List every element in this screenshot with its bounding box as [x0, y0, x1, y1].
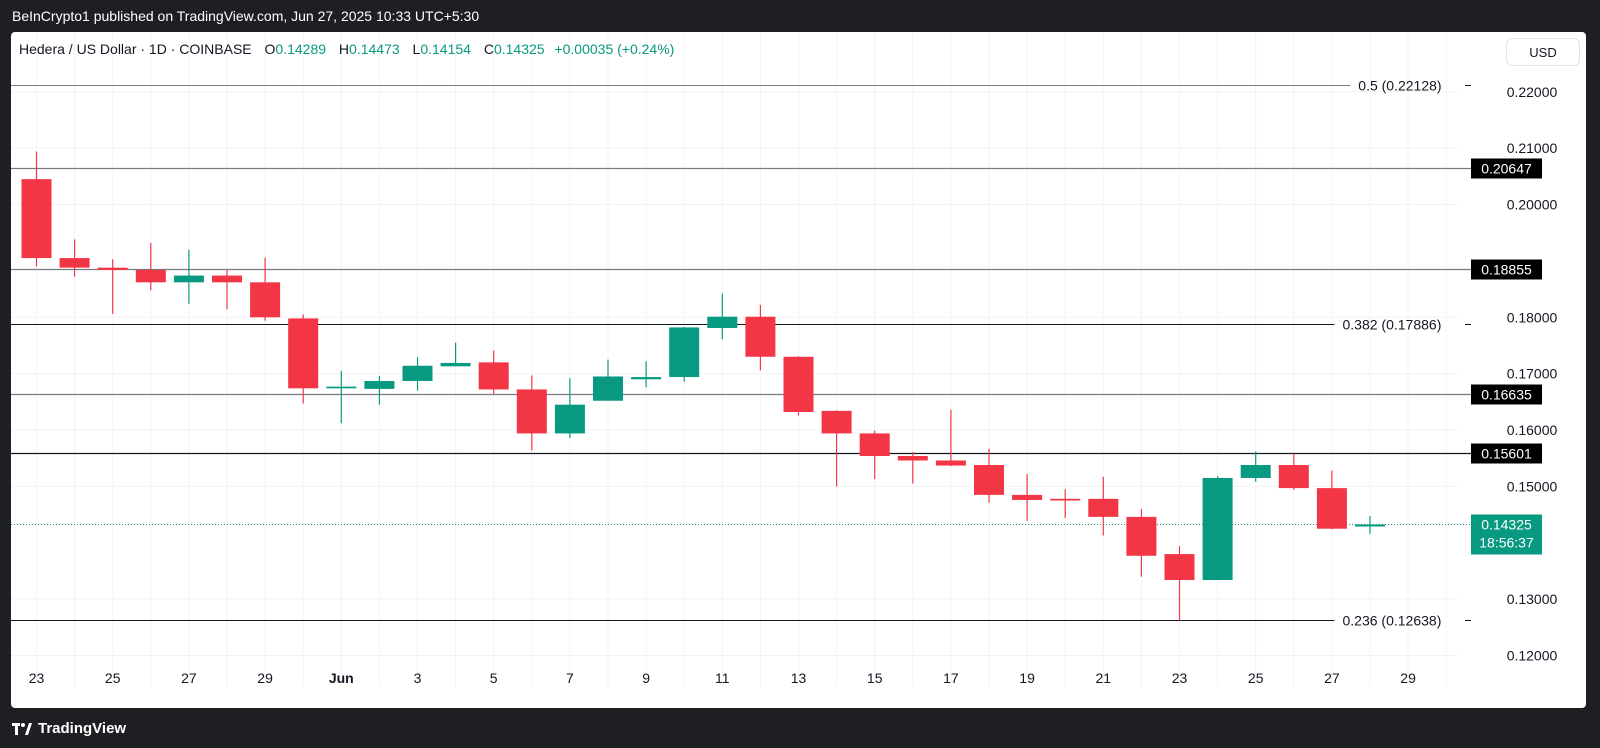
attribution-text: BeInCrypto1 published on TradingView.com… [12, 8, 480, 24]
high-value: 0.14473 [349, 41, 400, 57]
candle-body-down [21, 179, 52, 259]
y-tick-label: 0.16000 [1507, 422, 1558, 438]
fib-label: 0.236 (0.12638) [1343, 613, 1442, 629]
open-value: 0.14289 [275, 41, 327, 57]
y-tick-label: 0.18000 [1507, 309, 1558, 325]
close-label: C [483, 41, 494, 57]
low-value: 0.14154 [420, 41, 471, 57]
candle-body-down [1088, 498, 1119, 517]
x-tick-label: 7 [566, 670, 574, 686]
price-level-badge [1471, 158, 1542, 179]
candle-body-up [402, 365, 433, 381]
price-level-badge [1471, 384, 1542, 405]
y-tick-label: 0.15000 [1507, 478, 1558, 494]
last-price-label: 0.14325 [1481, 517, 1532, 533]
candle-body-down [974, 464, 1004, 495]
tradingview-logo-icon [12, 722, 32, 735]
y-tick-label: 0.17000 [1507, 366, 1558, 382]
candle-body-up [631, 377, 662, 380]
candle-body-down [1050, 498, 1081, 501]
candle-body-down [745, 316, 776, 357]
candle-body-up [326, 386, 357, 389]
candle-body-up [669, 327, 700, 378]
publish-header: BeInCrypto1 published on TradingView.com… [0, 0, 1600, 32]
candle-body-down [1316, 488, 1347, 529]
x-tick-label: 13 [791, 670, 807, 686]
candle-body-down [1278, 464, 1309, 489]
candle-body-down [478, 362, 509, 390]
price-level-badge [1471, 443, 1542, 464]
candle-body-down [288, 318, 319, 389]
candle-body-down [821, 410, 852, 434]
symbol-legend: Hedera / US Dollar · 1D · COINBASE O0.14… [19, 41, 674, 57]
y-tick-label: 0.21000 [1507, 140, 1558, 156]
y-tick-label: 0.12000 [1507, 648, 1558, 664]
y-tick-label: 0.13000 [1507, 591, 1558, 607]
candle-body-up [440, 362, 471, 367]
candlestick-chart[interactable]: 0.12000 0.13000 0.15000 0.16000 0.17000 0.180… [11, 32, 1586, 708]
high-label: H [338, 41, 350, 57]
candle-body-up [554, 404, 585, 434]
x-tick-label: 29 [1400, 670, 1416, 686]
candle-body-up [364, 380, 395, 389]
x-tick-label: Jun [329, 670, 354, 686]
y-tick-label: 0.22000 [1507, 84, 1558, 100]
change-value: +0.00035 (+0.24%) [554, 41, 675, 57]
candle-body-down [783, 356, 814, 412]
x-tick-label: 11 [715, 670, 730, 686]
open-label: O [264, 41, 276, 57]
x-tick-label: 5 [490, 670, 498, 686]
brand-label: TradingView [38, 720, 127, 737]
x-tick-label: 25 [105, 670, 121, 686]
price-level-label: 0.16635 [1481, 387, 1532, 403]
candle-body-down [1126, 516, 1157, 556]
price-level-badge [1471, 259, 1542, 280]
currency-button[interactable]: USD [1506, 38, 1580, 66]
close-value: 0.14325 [493, 41, 545, 57]
footer: TradingView [0, 708, 1600, 748]
candle-body-down [1012, 494, 1043, 500]
candle-body-up [707, 316, 738, 328]
candle-body-down [1164, 554, 1195, 581]
candle-body-down [516, 389, 547, 434]
candle-body-down [97, 267, 128, 270]
price-level-label: 0.18855 [1481, 262, 1532, 278]
x-tick-label: 21 [1096, 670, 1112, 686]
candle-body-up [593, 376, 623, 401]
x-tick-label: 25 [1248, 670, 1264, 686]
candle-body-down [59, 258, 90, 268]
candle-body-up [1355, 524, 1385, 527]
x-tick-label: 19 [1019, 670, 1035, 686]
low-label: L [412, 41, 421, 57]
x-tick-label: 27 [181, 670, 197, 686]
fib-label: 0.382 (0.17886) [1343, 317, 1442, 333]
candle-body-down [212, 275, 242, 283]
candle-body-down [250, 282, 281, 318]
y-tick-label: 0.20000 [1507, 197, 1558, 213]
price-level-label: 0.20647 [1481, 161, 1532, 177]
countdown-label: 18:56:37 [1479, 535, 1534, 551]
last-price-badge [1471, 514, 1542, 555]
x-tick-label: 9 [642, 670, 650, 686]
x-tick-label: 27 [1324, 670, 1340, 686]
candle-body-down [135, 269, 166, 283]
x-tick-label: 29 [257, 670, 273, 686]
candle-body-up [173, 275, 204, 283]
x-tick-label: 23 [29, 670, 45, 686]
price-level-label: 0.15601 [1481, 446, 1532, 462]
x-tick-label: 15 [867, 670, 883, 686]
candle-body-up [1202, 477, 1233, 581]
candle-body-down [859, 433, 890, 456]
candle-body-up [1240, 464, 1271, 478]
candle-body-down [897, 455, 928, 461]
symbol-title: Hedera / US Dollar · 1D · COINBASE [19, 41, 252, 57]
candle-body-down [935, 460, 966, 466]
x-tick-label: 23 [1172, 670, 1188, 686]
chart-panel: 0.12000 0.13000 0.15000 0.16000 0.17000 0.180… [11, 32, 1586, 708]
tradingview-brand[interactable]: TradingView [12, 720, 126, 737]
fib-label: 0.5 (0.22128) [1358, 78, 1441, 94]
x-tick-label: 17 [943, 670, 959, 686]
x-tick-label: 3 [414, 670, 422, 686]
